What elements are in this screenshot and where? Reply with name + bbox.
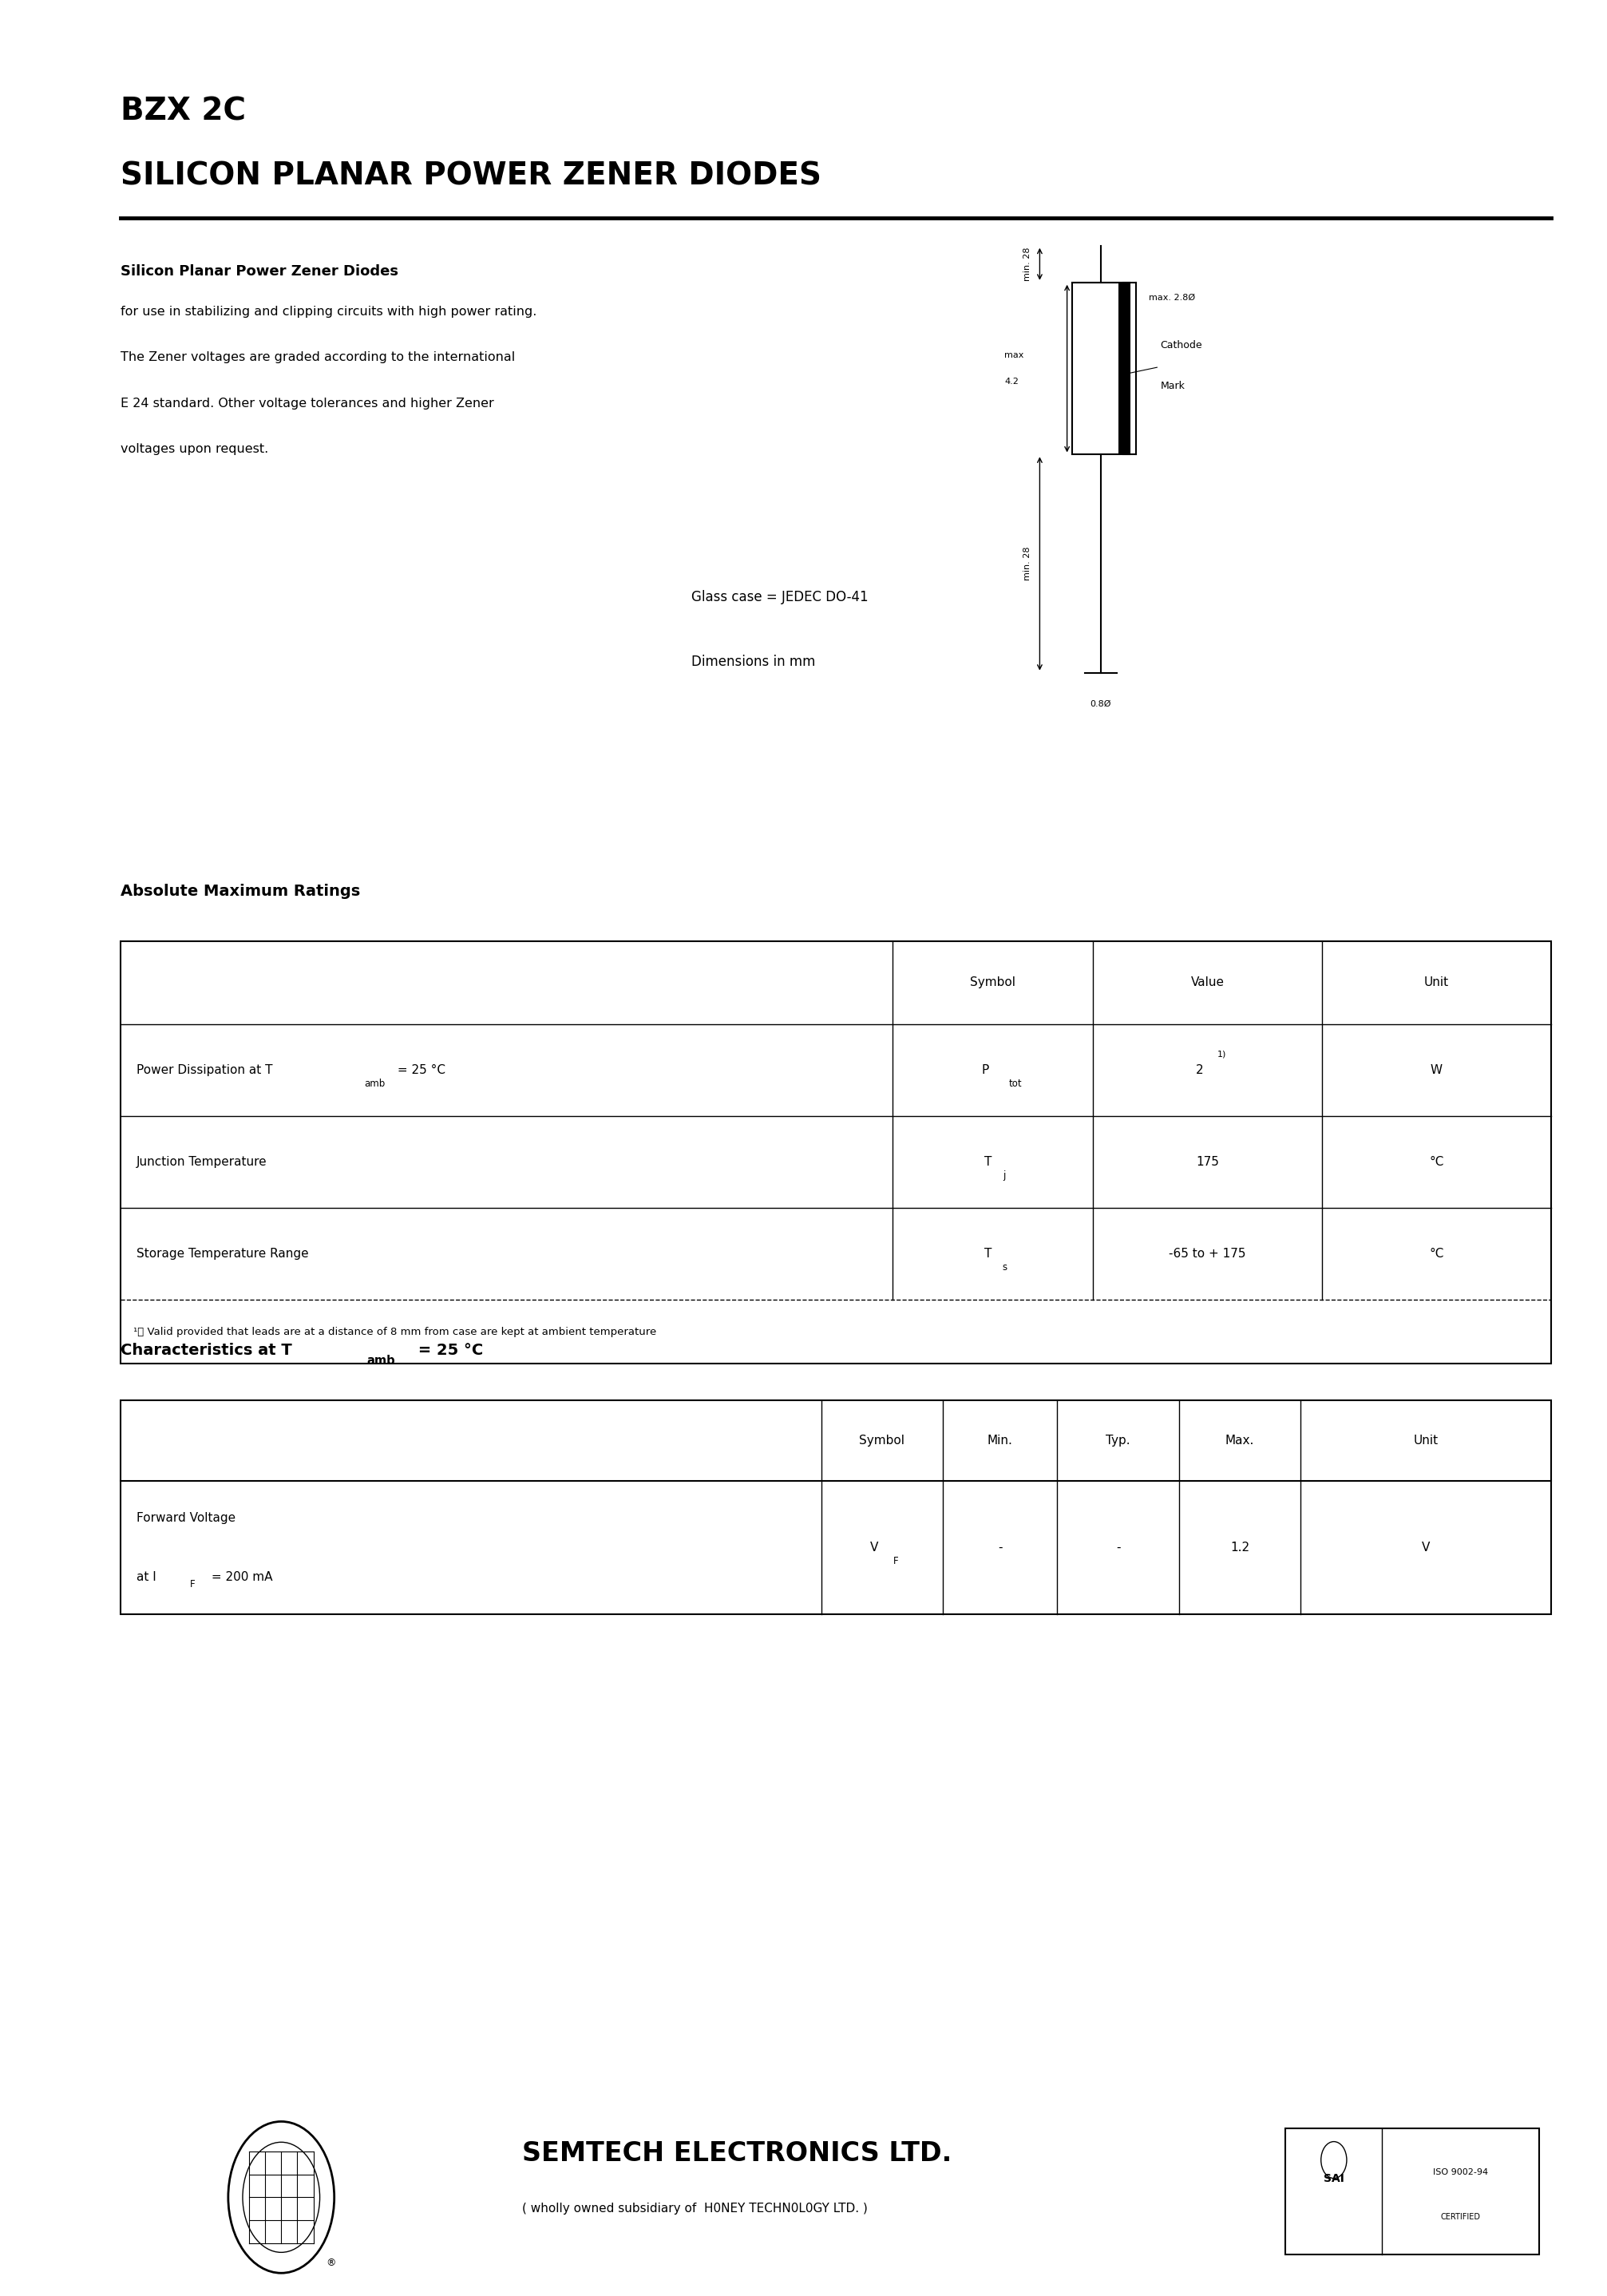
Text: Absolute Maximum Ratings: Absolute Maximum Ratings bbox=[121, 884, 360, 900]
Text: Symbol: Symbol bbox=[971, 976, 1016, 990]
Text: -65 to + 175: -65 to + 175 bbox=[1168, 1247, 1245, 1261]
Text: P: P bbox=[982, 1063, 988, 1077]
Text: Forward Voltage: Forward Voltage bbox=[137, 1511, 236, 1525]
Text: Characteristics at T: Characteristics at T bbox=[121, 1343, 292, 1359]
Bar bbox=[121, 941, 1551, 1364]
Bar bbox=[121, 1401, 1551, 1614]
Text: F: F bbox=[190, 1580, 194, 1589]
Text: Unit: Unit bbox=[1424, 976, 1450, 990]
Text: Cathode: Cathode bbox=[1160, 340, 1202, 351]
Text: max. 2.8Ø: max. 2.8Ø bbox=[1149, 294, 1196, 301]
Text: SAI: SAI bbox=[1324, 2174, 1343, 2183]
Text: CERTIFIED: CERTIFIED bbox=[1441, 2213, 1480, 2220]
Text: 2: 2 bbox=[1196, 1063, 1204, 1077]
Text: min. 28: min. 28 bbox=[1024, 546, 1032, 581]
Text: The Zener voltages are graded according to the international: The Zener voltages are graded according … bbox=[121, 351, 516, 363]
Text: °C: °C bbox=[1429, 1247, 1443, 1261]
Text: BZX 2C: BZX 2C bbox=[121, 96, 246, 126]
Text: amb: amb bbox=[363, 1079, 386, 1088]
Bar bbox=[1072, 282, 1130, 455]
Text: = 25 °C: = 25 °C bbox=[413, 1343, 484, 1359]
Bar bbox=[1286, 2128, 1540, 2255]
Text: Junction Temperature: Junction Temperature bbox=[137, 1155, 267, 1169]
Text: 1.2: 1.2 bbox=[1229, 1541, 1249, 1554]
Text: -: - bbox=[1115, 1541, 1120, 1554]
Text: Glass case = JEDEC DO-41: Glass case = JEDEC DO-41 bbox=[691, 590, 868, 604]
Text: ¹⦳ Valid provided that leads are at a distance of 8 mm from case are kept at amb: ¹⦳ Valid provided that leads are at a di… bbox=[133, 1327, 657, 1336]
Text: ®: ® bbox=[326, 2257, 336, 2268]
Text: voltages upon request.: voltages upon request. bbox=[121, 443, 268, 455]
Text: 0.8Ø: 0.8Ø bbox=[1090, 700, 1112, 707]
Text: Max.: Max. bbox=[1225, 1435, 1253, 1446]
Text: 175: 175 bbox=[1196, 1155, 1220, 1169]
Text: Typ.: Typ. bbox=[1106, 1435, 1130, 1446]
Text: 1): 1) bbox=[1216, 1049, 1226, 1058]
Text: ISO 9002-94: ISO 9002-94 bbox=[1433, 2170, 1488, 2177]
Text: ( wholly owned subsidiary of  H0NEY TECHN0L0GY LTD. ): ( wholly owned subsidiary of H0NEY TECHN… bbox=[522, 2202, 868, 2216]
Text: Min.: Min. bbox=[987, 1435, 1012, 1446]
Text: Value: Value bbox=[1191, 976, 1225, 990]
Text: Storage Temperature Range: Storage Temperature Range bbox=[137, 1247, 309, 1261]
Text: s: s bbox=[1003, 1263, 1008, 1272]
Text: Mark: Mark bbox=[1160, 381, 1184, 393]
Text: Silicon Planar Power Zener Diodes: Silicon Planar Power Zener Diodes bbox=[121, 264, 399, 278]
Text: SILICON PLANAR POWER ZENER DIODES: SILICON PLANAR POWER ZENER DIODES bbox=[121, 161, 821, 191]
Text: amb: amb bbox=[366, 1355, 395, 1366]
Text: j: j bbox=[1003, 1171, 1006, 1180]
Text: W: W bbox=[1430, 1063, 1443, 1077]
Text: max: max bbox=[1004, 351, 1024, 360]
Text: Power Dissipation at T: Power Dissipation at T bbox=[137, 1063, 273, 1077]
Text: E 24 standard. Other voltage tolerances and higher Zener: E 24 standard. Other voltage tolerances … bbox=[121, 397, 493, 409]
Text: for use in stabilizing and clipping circuits with high power rating.: for use in stabilizing and clipping circ… bbox=[121, 305, 537, 317]
Text: F: F bbox=[893, 1557, 898, 1566]
Text: Symbol: Symbol bbox=[860, 1435, 905, 1446]
Bar bbox=[1118, 282, 1130, 455]
Text: V: V bbox=[869, 1541, 879, 1554]
Text: Dimensions in mm: Dimensions in mm bbox=[691, 654, 815, 668]
Text: V: V bbox=[1422, 1541, 1430, 1554]
Text: SEMTECH ELECTRONICS LTD.: SEMTECH ELECTRONICS LTD. bbox=[522, 2140, 951, 2167]
Text: T: T bbox=[985, 1155, 992, 1169]
Text: 4.2: 4.2 bbox=[1004, 377, 1019, 386]
Text: Unit: Unit bbox=[1413, 1435, 1438, 1446]
Text: = 200 mA: = 200 mA bbox=[207, 1570, 272, 1584]
Text: min. 28: min. 28 bbox=[1024, 248, 1032, 280]
Text: at I: at I bbox=[137, 1570, 156, 1584]
Text: tot: tot bbox=[1009, 1079, 1022, 1088]
Text: °C: °C bbox=[1429, 1155, 1443, 1169]
Text: -: - bbox=[998, 1541, 1003, 1554]
Text: T: T bbox=[985, 1247, 992, 1261]
Text: = 25 °C: = 25 °C bbox=[394, 1063, 445, 1077]
